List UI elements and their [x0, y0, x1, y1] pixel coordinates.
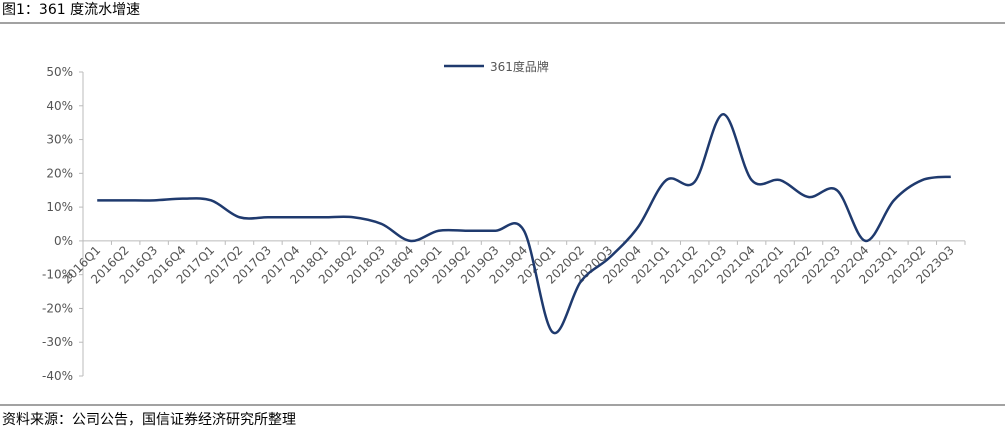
- y-tick-label: 40%: [46, 99, 73, 113]
- figure-title: 图1：361 度流水增速: [2, 2, 140, 18]
- y-tick-label: 50%: [46, 65, 73, 79]
- y-tick-label: 30%: [46, 133, 73, 147]
- y-tick-label: -10%: [42, 268, 73, 282]
- y-tick-label: -20%: [42, 301, 73, 315]
- y-tick-label: 0%: [54, 234, 73, 248]
- y-tick-label: 20%: [46, 166, 73, 180]
- line-series: [97, 112, 951, 335]
- source-note: 资料来源：公司公告，国信证券经济研究所整理: [2, 412, 296, 428]
- y-tick-label: -40%: [42, 369, 73, 383]
- y-tick-label: 10%: [46, 200, 73, 214]
- legend-label: 361度品牌: [490, 59, 549, 74]
- y-tick-label: -30%: [42, 335, 73, 349]
